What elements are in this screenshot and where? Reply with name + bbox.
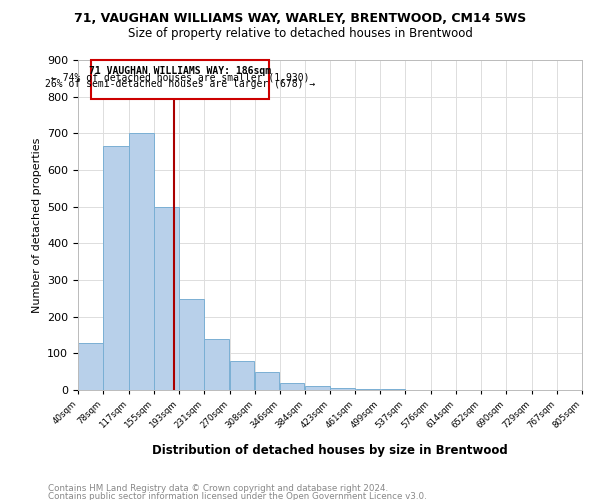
Bar <box>356 389 380 390</box>
Bar <box>103 146 128 390</box>
Text: Contains public sector information licensed under the Open Government Licence v3: Contains public sector information licen… <box>48 492 427 500</box>
Bar <box>179 299 203 390</box>
Bar <box>331 388 355 390</box>
Text: 26% of semi-detached houses are larger (678) →: 26% of semi-detached houses are larger (… <box>45 78 315 88</box>
Text: 71, VAUGHAN WILLIAMS WAY, WARLEY, BRENTWOOD, CM14 5WS: 71, VAUGHAN WILLIAMS WAY, WARLEY, BRENTW… <box>74 12 526 26</box>
X-axis label: Distribution of detached houses by size in Brentwood: Distribution of detached houses by size … <box>152 444 508 457</box>
Bar <box>305 386 330 390</box>
Bar <box>154 208 179 390</box>
Bar <box>280 382 304 390</box>
Bar <box>91 60 269 98</box>
Bar <box>78 343 103 390</box>
Text: ← 74% of detached houses are smaller (1,930): ← 74% of detached houses are smaller (1,… <box>51 72 310 82</box>
Text: 71 VAUGHAN WILLIAMS WAY: 186sqm: 71 VAUGHAN WILLIAMS WAY: 186sqm <box>89 66 271 76</box>
Text: Size of property relative to detached houses in Brentwood: Size of property relative to detached ho… <box>128 28 472 40</box>
Y-axis label: Number of detached properties: Number of detached properties <box>32 138 41 312</box>
Bar <box>204 338 229 390</box>
Bar <box>230 360 254 390</box>
Bar <box>255 372 280 390</box>
Text: Contains HM Land Registry data © Crown copyright and database right 2024.: Contains HM Land Registry data © Crown c… <box>48 484 388 493</box>
Bar <box>129 134 154 390</box>
